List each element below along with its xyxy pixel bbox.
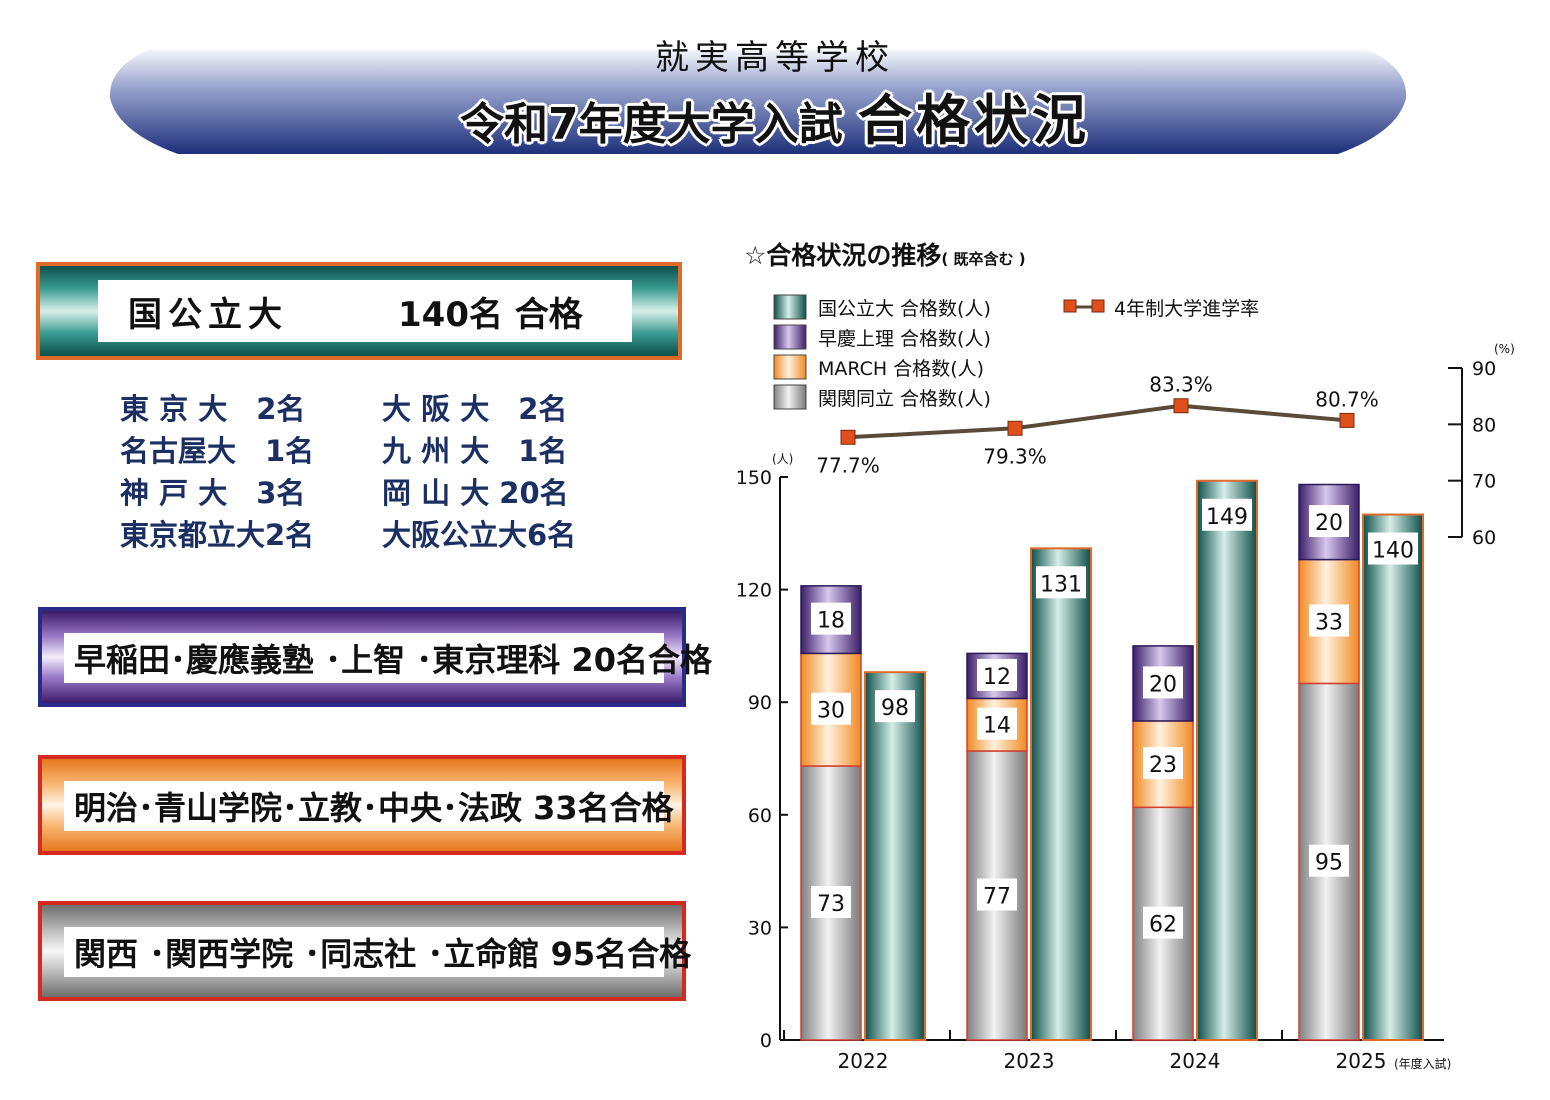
page-title: 令和7年度大学入試 合格状況: [0, 76, 1550, 155]
y-tick-label-left: 30: [748, 917, 772, 939]
legend-marker-rate: [1063, 299, 1077, 313]
title-prefix: 令和7年度大学入試: [460, 99, 843, 150]
data-label-bg: [811, 602, 851, 635]
data-label-bg: [811, 886, 851, 919]
data-label: 131: [1040, 572, 1082, 597]
data-label-bg: [811, 692, 851, 725]
data-label: 20: [1315, 511, 1343, 536]
bar-national: [864, 671, 926, 1041]
march-text: 明治･青山学院･立教･中央･法政 33名合格: [64, 781, 674, 831]
y-tick-label-left: 0: [760, 1030, 772, 1052]
data-label-bg: [1036, 566, 1086, 599]
data-label-bg: [1368, 532, 1418, 565]
data-label-bg: [977, 878, 1017, 911]
rate-label: 77.7%: [816, 453, 880, 477]
bar-national: [1362, 513, 1424, 1041]
data-label: 149: [1206, 505, 1248, 530]
list-item: 東 京 大 2名大 阪 大 2名: [120, 392, 568, 426]
x-tick-label: 2023: [1004, 1049, 1055, 1073]
legend-swatch-kankan: [773, 384, 807, 410]
y-tick-label-left: 60: [748, 805, 772, 827]
data-label-bg: [1309, 604, 1349, 637]
legend-label-national: 国公立大 合格数(人): [818, 298, 991, 320]
rate-label: 79.3%: [983, 444, 1047, 468]
data-label: 20: [1149, 672, 1177, 697]
data-label-bg: [1202, 498, 1252, 531]
kankandouritsu-text: 関西 ･関西学院 ･同志社 ･立命館 95名合格: [64, 927, 691, 977]
rate-marker: [1007, 420, 1023, 436]
data-label: 23: [1149, 753, 1177, 778]
data-label: 77: [983, 884, 1011, 909]
data-label-bg: [1143, 747, 1183, 780]
data-label-bg: [977, 707, 1017, 740]
x-tick-label: 2025: [1336, 1049, 1387, 1073]
legend-swatch-march: [773, 354, 807, 380]
national-university-list: 東 京 大 2名大 阪 大 2名 名古屋大 1名九 州 大 1名 神 戸 大 3…: [120, 388, 620, 556]
data-label: 140: [1372, 539, 1414, 564]
y-tick-label-right: 90: [1472, 358, 1496, 380]
data-label-bg: [1143, 906, 1183, 939]
rate-marker: [840, 429, 856, 445]
y-tick-label-left: 90: [748, 692, 772, 714]
rate-marker: [1339, 412, 1355, 428]
rate-label: 83.3%: [1149, 373, 1213, 397]
y-unit-right: (%): [1494, 342, 1515, 356]
data-label: 95: [1315, 851, 1343, 876]
data-label: 12: [983, 665, 1011, 690]
bar-national: [1030, 547, 1092, 1042]
kankandouritsu-box: 関西 ･関西学院 ･同志社 ･立命館 95名合格: [38, 901, 691, 1001]
national-result-panel: 国公立大 140名 合格: [98, 280, 632, 342]
y-tick-label-right: 70: [1472, 471, 1496, 493]
chart-title: ☆合格状況の推移( 既卒含む ): [744, 241, 1026, 270]
legend-swatch-soukei: [773, 324, 807, 350]
y-tick-label-left: 150: [736, 467, 772, 489]
title-banner: [109, 50, 1407, 154]
chart-legend: 国公立大 合格数(人) 早慶上理 合格数(人) MARCH 合格数(人) 関関同…: [773, 294, 1259, 410]
legend-marker-rate-2: [1091, 299, 1105, 313]
x-tick-label: 2022: [838, 1049, 889, 1073]
list-item: 神 戸 大 3名岡 山 大 20名: [120, 476, 569, 510]
title-suffix: 合格状況: [857, 89, 1090, 152]
legend-label-march: MARCH 合格数(人): [818, 358, 984, 380]
legend-label-rate: 4年制大学進学率: [1114, 298, 1259, 320]
march-box: 明治･青山学院･立教･中央･法政 33名合格: [38, 755, 686, 855]
legend-label-soukei: 早慶上理 合格数(人): [818, 328, 991, 350]
list-item: 名古屋大 1名九 州 大 1名: [120, 434, 568, 468]
soukei-jouri-box: 早稲田･慶應義塾 ･上智 ･東京理科 20名合格: [38, 607, 712, 707]
data-label-bg: [1143, 666, 1183, 699]
national-label: 国公立大: [128, 294, 288, 335]
data-label: 73: [817, 892, 845, 917]
chart-title-note: ( 既卒含む ): [941, 250, 1026, 268]
data-label: 14: [983, 714, 1011, 739]
y-tick-label-right: 60: [1472, 527, 1496, 549]
y-tick-label-left: 120: [736, 580, 772, 602]
data-label-bg: [1309, 844, 1349, 877]
national-result-box: 国公立大 140名 合格: [36, 262, 682, 360]
data-label-bg: [875, 690, 915, 723]
bar-national: [1196, 479, 1258, 1041]
data-label: 18: [817, 609, 845, 634]
data-label-bg: [977, 658, 1017, 691]
school-name: 就実高等学校: [655, 38, 895, 78]
soukei-jouri-text: 早稲田･慶應義塾 ･上智 ･東京理科 20名合格: [64, 633, 712, 683]
x-unit-note: (年度入試): [1394, 1056, 1451, 1071]
data-label: 98: [881, 696, 909, 721]
y-unit-left: (人): [772, 452, 793, 466]
rate-marker: [1173, 398, 1189, 414]
data-label: 30: [817, 699, 845, 724]
rate-label: 80.7%: [1315, 387, 1379, 411]
data-label: 62: [1149, 913, 1177, 938]
national-result: 140名 合格: [398, 294, 583, 335]
data-label: 33: [1315, 611, 1343, 636]
legend-swatch-national: [773, 294, 807, 320]
list-item: 東京都立大2名 大阪公立大6名: [120, 518, 577, 552]
legend-label-kankan: 関関同立 合格数(人): [818, 388, 991, 410]
rate-line: [847, 403, 1348, 440]
data-label-bg: [1309, 505, 1349, 538]
x-tick-label: 2024: [1170, 1049, 1221, 1073]
y-tick-label-right: 80: [1472, 414, 1496, 436]
